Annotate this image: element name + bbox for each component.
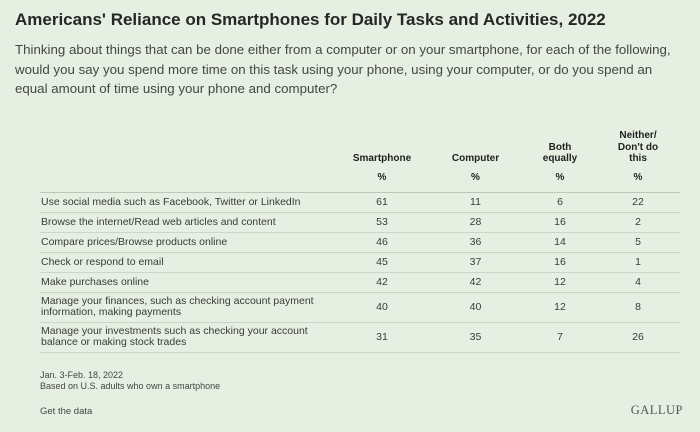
unit-blank (40, 166, 337, 193)
results-table: Smartphone Computer Both equally Neither… (40, 130, 680, 353)
cell-smartphone: 31 (337, 322, 427, 353)
table-body: Use social media such as Facebook, Twitt… (40, 192, 680, 353)
cell-both: 7 (524, 322, 596, 353)
cell-neither: 1 (596, 252, 680, 273)
table-row: Check or respond to email 45 37 16 1 (40, 252, 680, 273)
cell-both: 14 (524, 232, 596, 253)
survey-dates: Jan. 3-Feb. 18, 2022 (40, 370, 124, 380)
cell-smartphone: 45 (337, 252, 427, 273)
cell-computer: 28 (427, 212, 524, 233)
cell-both: 16 (524, 252, 596, 273)
cell-both: 12 (524, 272, 596, 293)
cell-neither: 26 (596, 322, 680, 353)
column-header-neither: Neither/ Don't do this (596, 130, 680, 167)
cell-neither: 22 (596, 192, 680, 213)
column-header-both-text: Both equally (542, 141, 578, 165)
unit-label: % (427, 166, 524, 193)
cell-computer: 42 (427, 272, 524, 293)
footnotes: Jan. 3-Feb. 18, 2022 Based on U.S. adult… (40, 370, 220, 392)
gallup-logo: GALLUP (630, 403, 683, 417)
cell-both: 16 (524, 212, 596, 233)
cell-both: 12 (524, 292, 596, 323)
get-data-link[interactable]: Get the data (40, 406, 93, 417)
table-row: Manage your finances, such as checking a… (40, 292, 680, 323)
column-header-smartphone: Smartphone (352, 153, 412, 164)
row-label: Use social media such as Facebook, Twitt… (40, 192, 337, 213)
cell-computer: 35 (427, 322, 524, 353)
unit-label: % (337, 166, 427, 193)
row-label: Manage your finances, such as checking a… (40, 292, 337, 323)
table-row: Browse the internet/Read web articles an… (40, 212, 680, 233)
cell-neither: 2 (596, 212, 680, 233)
cell-computer: 37 (427, 252, 524, 273)
unit-label: % (524, 166, 596, 193)
table-row: Compare prices/Browse products online 46… (40, 232, 680, 253)
cell-computer: 40 (427, 292, 524, 323)
column-header-computer: Computer (451, 153, 500, 164)
header-blank (40, 130, 337, 167)
table-row: Manage your investments such as checking… (40, 322, 680, 353)
unit-label: % (596, 166, 680, 193)
cell-both: 6 (524, 192, 596, 213)
cell-smartphone: 53 (337, 212, 427, 233)
unit-row: % % % % (40, 166, 680, 193)
row-label: Compare prices/Browse products online (40, 232, 337, 253)
cell-neither: 4 (596, 272, 680, 293)
survey-base: Based on U.S. adults who own a smartphon… (40, 381, 221, 391)
table-row: Make purchases online 42 42 12 4 (40, 272, 680, 293)
column-header-neither-text: Neither/ Don't do this (617, 130, 659, 164)
row-label: Browse the internet/Read web articles an… (40, 212, 337, 233)
row-label: Make purchases online (40, 272, 337, 293)
cell-smartphone: 61 (337, 192, 427, 213)
cell-neither: 5 (596, 232, 680, 253)
chart-title: Americans' Reliance on Smartphones for D… (15, 10, 606, 29)
survey-question: Thinking about things that can be done e… (15, 42, 671, 96)
column-header-both: Both equally (524, 130, 596, 167)
cell-smartphone: 42 (337, 272, 427, 293)
cell-neither: 8 (596, 292, 680, 323)
cell-computer: 11 (427, 192, 524, 213)
row-label: Check or respond to email (40, 252, 337, 273)
column-header-row: Smartphone Computer Both equally Neither… (40, 130, 680, 167)
table-row: Use social media such as Facebook, Twitt… (40, 192, 680, 213)
cell-smartphone: 46 (337, 232, 427, 253)
cell-computer: 36 (427, 232, 524, 253)
row-label: Manage your investments such as checking… (40, 322, 337, 353)
cell-smartphone: 40 (337, 292, 427, 323)
